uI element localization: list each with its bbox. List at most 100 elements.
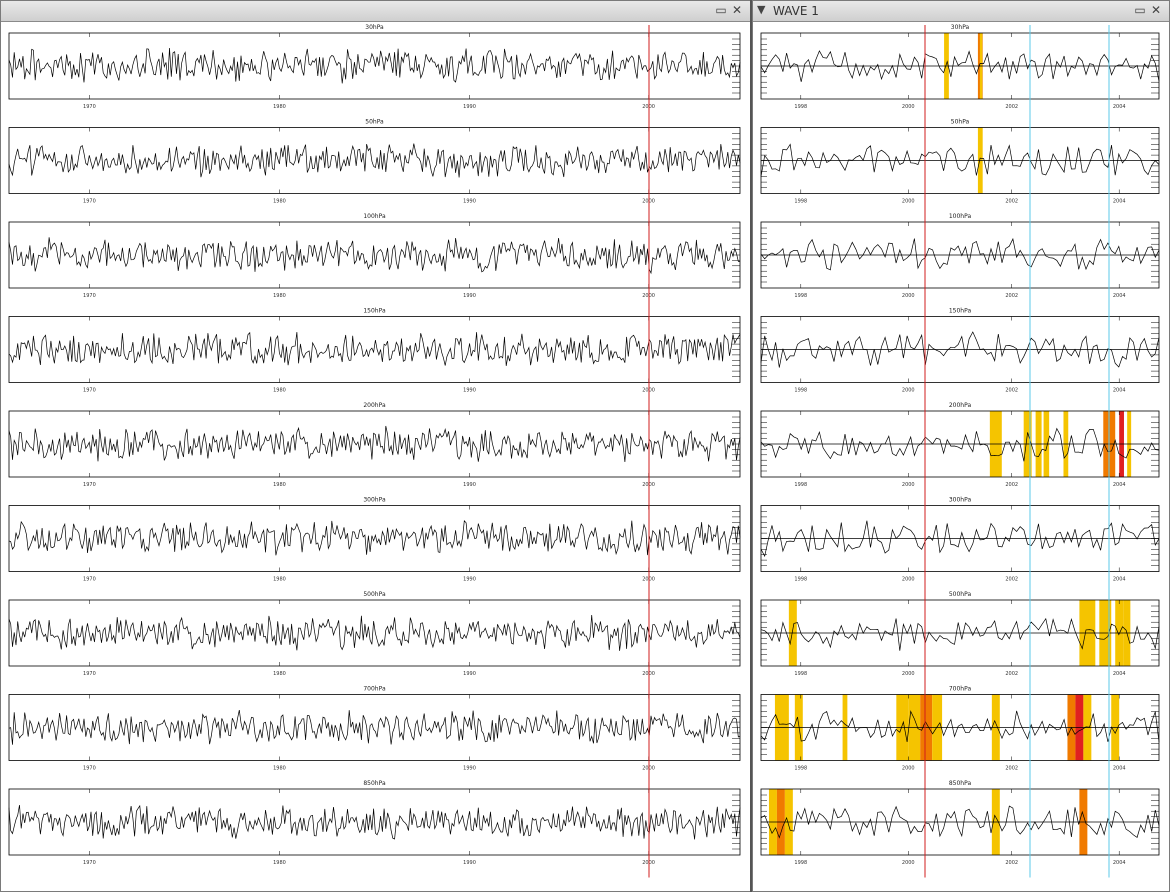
x-tick-label: 2002 [1005, 293, 1018, 299]
x-tick-label: 1970 [83, 671, 96, 677]
panel-title: 200hPa [363, 402, 386, 409]
x-tick-label: 1998 [794, 199, 807, 205]
panel-50hPa: 50hPa 1998 2000 2002 2004 [760, 119, 1160, 205]
panel-700hPa: 700hPa1970198019902000 [8, 686, 741, 772]
panel-title: 500hPa [363, 591, 386, 598]
panel-title: 100hPa [363, 213, 386, 220]
plot-frame [8, 127, 741, 194]
x-tick-label: 1998 [794, 766, 807, 772]
x-tick-label: 2002 [1005, 577, 1018, 583]
x-tick-label: 1980 [273, 766, 286, 772]
panel-100hPa: 100hPa1970198019902000 [8, 213, 741, 299]
x-tick-label: 1970 [83, 860, 96, 866]
series-line [760, 331, 1160, 368]
series-line [8, 425, 741, 463]
left-plot-window: ▭ ✕ 30hPa197019801990200050hPa1970198019… [0, 0, 751, 892]
x-tick-label: 1990 [463, 104, 476, 110]
panel-title: 50hPa [365, 119, 384, 126]
x-tick-label: 2002 [1005, 104, 1018, 110]
plot-frame [8, 694, 741, 761]
panel-200hPa: 200hPa1970198019902000 [8, 402, 741, 488]
panel-300hPa: 300hPa1970198019902000 [8, 497, 741, 583]
plot-frame [8, 32, 741, 100]
panel-200hPa: 200hPa 1998 2000 2002 2004 [760, 402, 1160, 488]
panel-title: 300hPa [363, 497, 386, 504]
x-tick-label: 2004 [1113, 388, 1126, 394]
series-line [760, 617, 1160, 651]
x-tick-label: 1970 [83, 388, 96, 394]
panel-700hPa: 700hPa 1998 2000 2002 2004 [760, 686, 1160, 772]
restore-icon[interactable]: ▭ [715, 3, 727, 17]
x-tick-label: 2004 [1113, 104, 1126, 110]
plot-frame [8, 316, 741, 383]
x-tick-label: 2000 [902, 482, 915, 488]
series-line [760, 520, 1160, 558]
panel-title: 100hPa [949, 213, 972, 220]
x-tick-label: 2004 [1113, 671, 1126, 677]
panel-500hPa: 500hPa 1998 2000 2002 2004 [760, 591, 1160, 677]
panel-title: 150hPa [949, 308, 972, 315]
x-tick-label: 2000 [902, 293, 915, 299]
panel-150hPa: 150hPa 1998 2000 2002 2004 [760, 308, 1160, 394]
x-tick-label: 2004 [1113, 577, 1126, 583]
x-tick-label: 1970 [83, 199, 96, 205]
x-tick-label: 2002 [1005, 199, 1018, 205]
right-window-title: WAVE 1 [773, 4, 819, 18]
series-line [760, 805, 1160, 839]
left-plot-area: 30hPa197019801990200050hPa19701980199020… [8, 24, 741, 878]
panel-50hPa: 50hPa1970198019902000 [8, 119, 741, 205]
x-tick-label: 1990 [463, 293, 476, 299]
x-tick-label: 2000 [902, 860, 915, 866]
x-tick-label: 1998 [794, 104, 807, 110]
x-tick-label: 1998 [794, 577, 807, 583]
close-icon[interactable]: ✕ [731, 3, 743, 17]
series-line [8, 331, 741, 366]
x-tick-label: 2002 [1005, 388, 1018, 394]
plot-frame [8, 410, 741, 478]
series-line [8, 47, 741, 84]
x-tick-label: 1990 [463, 388, 476, 394]
panel-title: 30hPa [951, 24, 970, 31]
series-line [760, 237, 1160, 271]
close-icon[interactable]: ✕ [1150, 3, 1162, 17]
x-tick-label: 1970 [83, 482, 96, 488]
x-tick-label: 2000 [902, 671, 915, 677]
x-tick-label: 1980 [273, 482, 286, 488]
x-tick-label: 1998 [794, 388, 807, 394]
x-tick-label: 2002 [1005, 860, 1018, 866]
right-titlebar: ▼ WAVE 1 ▭ ✕ [753, 1, 1169, 22]
x-tick-label: 2000 [902, 104, 915, 110]
panel-500hPa: 500hPa1970198019902000 [8, 591, 741, 677]
series-line [8, 614, 741, 651]
chevron-down-icon[interactable]: ▼ [757, 3, 766, 16]
pane-splitter[interactable] [750, 0, 753, 892]
panel-title: 200hPa [949, 402, 972, 409]
restore-icon[interactable]: ▭ [1134, 3, 1146, 17]
x-tick-label: 1980 [273, 293, 286, 299]
x-tick-label: 1998 [794, 293, 807, 299]
x-tick-label: 1980 [273, 860, 286, 866]
x-tick-label: 1980 [273, 199, 286, 205]
x-tick-label: 2004 [1113, 766, 1126, 772]
series-line [760, 143, 1160, 177]
series-line [8, 519, 741, 556]
x-tick-label: 2000 [902, 766, 915, 772]
x-tick-label: 1980 [273, 104, 286, 110]
x-tick-label: 1998 [794, 482, 807, 488]
panel-title: 150hPa [363, 308, 386, 315]
x-tick-label: 1980 [273, 388, 286, 394]
x-tick-label: 2000 [902, 388, 915, 394]
panel-title: 300hPa [949, 497, 972, 504]
x-tick-label: 2004 [1113, 293, 1126, 299]
x-tick-label: 2002 [1005, 766, 1018, 772]
x-tick-label: 2004 [1113, 199, 1126, 205]
panel-title: 50hPa [951, 119, 970, 126]
x-tick-label: 2000 [902, 199, 915, 205]
panel-850hPa: 850hPa 1998 2000 2002 2004 [760, 780, 1160, 866]
series-line [760, 50, 1160, 82]
series-line [760, 427, 1160, 462]
panel-title: 850hPa [363, 780, 386, 787]
plot-frame [8, 599, 741, 667]
panel-150hPa: 150hPa1970198019902000 [8, 308, 741, 394]
x-tick-label: 1998 [794, 860, 807, 866]
